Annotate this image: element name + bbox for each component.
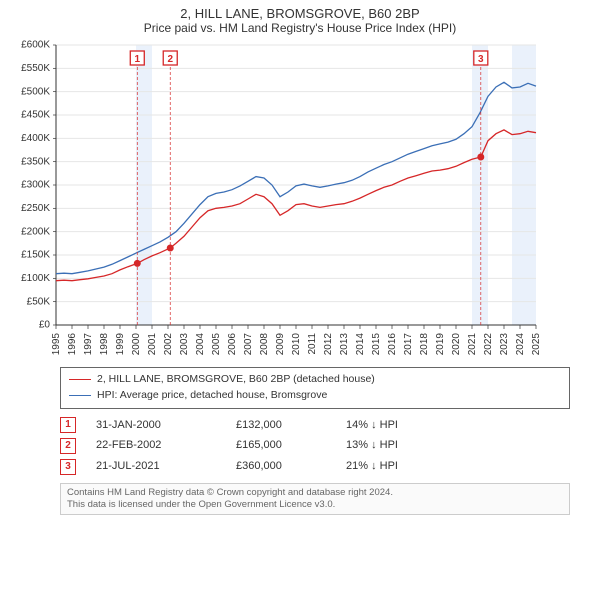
x-tick-label: 2000 <box>131 333 142 356</box>
y-tick-label: £200K <box>21 226 50 237</box>
x-tick-label: 1998 <box>99 333 110 356</box>
x-tick-label: 2002 <box>163 333 174 356</box>
x-tick-label: 2017 <box>403 333 414 356</box>
legend: 2, HILL LANE, BROMSGROVE, B60 2BP (detac… <box>60 367 570 409</box>
sales-row-delta: 13% ↓ HPI <box>346 435 466 456</box>
legend-label: 2, HILL LANE, BROMSGROVE, B60 2BP (detac… <box>97 372 375 388</box>
sale-badge-num: 2 <box>167 54 173 65</box>
x-tick-label: 2022 <box>483 333 494 356</box>
sales-row-price: £360,000 <box>236 456 346 477</box>
sales-row-badge: 2 <box>60 438 76 454</box>
x-tick-label: 2024 <box>515 333 526 356</box>
y-tick-label: £250K <box>21 203 50 214</box>
y-tick-label: £100K <box>21 273 50 284</box>
chart-container: 2, HILL LANE, BROMSGROVE, B60 2BP Price … <box>0 0 600 515</box>
y-tick-label: £400K <box>21 133 50 144</box>
x-tick-label: 1999 <box>115 333 126 356</box>
x-tick-label: 1996 <box>67 333 78 356</box>
sales-row-badge: 3 <box>60 459 76 475</box>
y-tick-label: £50K <box>27 296 51 307</box>
sale-badge-num: 1 <box>134 54 140 65</box>
y-tick-label: £450K <box>21 110 50 121</box>
x-tick-label: 2018 <box>419 333 430 356</box>
legend-swatch <box>69 395 91 396</box>
sales-row: 2 22-FEB-2002£165,00013% ↓ HPI <box>60 435 570 456</box>
y-tick-label: £0 <box>39 320 51 331</box>
x-tick-label: 2012 <box>323 333 334 356</box>
x-tick-label: 2011 <box>307 333 318 355</box>
x-tick-label: 2005 <box>211 333 222 356</box>
x-tick-label: 2010 <box>291 333 302 356</box>
y-tick-label: £600K <box>21 40 50 51</box>
x-tick-label: 2015 <box>371 333 382 356</box>
x-tick-label: 2013 <box>339 333 350 356</box>
legend-row: HPI: Average price, detached house, Brom… <box>69 388 561 404</box>
x-tick-label: 2001 <box>147 333 158 356</box>
x-tick-label: 1997 <box>83 333 94 356</box>
x-tick-label: 2006 <box>227 333 238 356</box>
x-tick-label: 2007 <box>243 333 254 356</box>
sales-row: 3 21-JUL-2021£360,00021% ↓ HPI <box>60 456 570 477</box>
y-tick-label: £500K <box>21 86 50 97</box>
sales-row-delta: 21% ↓ HPI <box>346 456 466 477</box>
legend-label: HPI: Average price, detached house, Brom… <box>97 388 327 404</box>
x-tick-label: 1995 <box>51 333 62 356</box>
chart-svg: £0 £50K £100K £150K £200K £250K £300K £350K £400… <box>0 39 540 359</box>
sales-row-date: 22-FEB-2002 <box>96 435 236 456</box>
chart-subtitle: Price paid vs. HM Land Registry's House … <box>0 21 600 39</box>
sales-table: 1 31-JAN-2000£132,00014% ↓ HPI 2 22-FEB-200… <box>60 415 570 478</box>
chart-plot: £0 £50K £100K £150K £200K £250K £300K £350K £400… <box>0 39 600 359</box>
sales-row-date: 31-JAN-2000 <box>96 415 236 436</box>
x-tick-label: 2019 <box>435 333 446 356</box>
x-tick-label: 2020 <box>451 333 462 356</box>
x-tick-label: 2004 <box>195 333 206 356</box>
sales-row-badge: 1 <box>60 417 76 433</box>
footer-line1: Contains HM Land Registry data © Crown c… <box>67 487 563 499</box>
y-tick-label: £300K <box>21 180 50 191</box>
sales-row: 1 31-JAN-2000£132,00014% ↓ HPI <box>60 415 570 436</box>
sales-row-price: £132,000 <box>236 415 346 436</box>
x-tick-label: 2021 <box>467 333 478 356</box>
x-tick-label: 2023 <box>499 333 510 356</box>
sales-row-date: 21-JUL-2021 <box>96 456 236 477</box>
sales-row-price: £165,000 <box>236 435 346 456</box>
x-tick-label: 2016 <box>387 333 398 356</box>
x-tick-label: 2009 <box>275 333 286 356</box>
footer-line2: This data is licensed under the Open Gov… <box>67 499 563 511</box>
chart-title: 2, HILL LANE, BROMSGROVE, B60 2BP <box>0 0 600 21</box>
sales-row-delta: 14% ↓ HPI <box>346 415 466 436</box>
x-tick-label: 2025 <box>531 333 540 356</box>
footer-attribution: Contains HM Land Registry data © Crown c… <box>60 483 570 515</box>
x-tick-label: 2014 <box>355 333 366 356</box>
legend-swatch <box>69 379 91 380</box>
y-tick-label: £150K <box>21 250 50 261</box>
x-tick-label: 2008 <box>259 333 270 356</box>
x-tick-label: 2003 <box>179 333 190 356</box>
y-tick-label: £350K <box>21 156 50 167</box>
y-tick-label: £550K <box>21 63 50 74</box>
sale-badge-num: 3 <box>478 54 484 65</box>
legend-row: 2, HILL LANE, BROMSGROVE, B60 2BP (detac… <box>69 372 561 388</box>
